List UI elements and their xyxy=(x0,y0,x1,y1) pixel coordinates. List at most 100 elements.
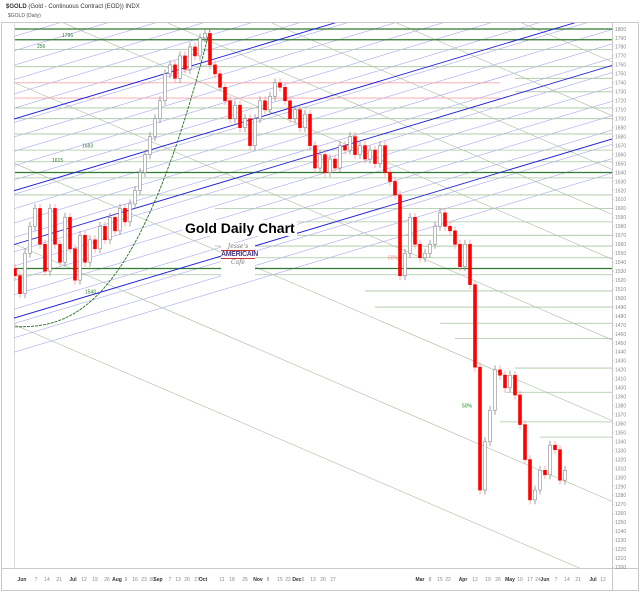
y-tick-label: 1230 xyxy=(615,538,626,544)
channel-line xyxy=(14,23,444,152)
x-tick-label: 15 xyxy=(437,577,443,583)
candle xyxy=(388,172,392,182)
y-tick-label: 1350 xyxy=(615,430,626,436)
candle xyxy=(513,374,517,396)
candle xyxy=(533,489,537,501)
price-axis: 1800 1790 1780 1770 1760 1750 1740 1730 1720 1710… xyxy=(612,27,626,571)
candle xyxy=(323,154,327,173)
y-tick-label: 1250 xyxy=(615,520,626,526)
x-tick-label: 6 xyxy=(302,577,305,583)
x-tick-label: 21 xyxy=(575,577,581,583)
candle xyxy=(43,243,47,272)
channel-line xyxy=(14,144,612,324)
y-tick-label: 1430 xyxy=(615,359,626,365)
y-tick-label: 1660 xyxy=(615,152,626,158)
candle xyxy=(58,243,62,263)
symbol-description: (Gold - Continuous Contract (EOD)) INDX xyxy=(28,4,140,10)
candle xyxy=(423,252,427,259)
candle xyxy=(483,441,487,491)
x-tick-label: 9 xyxy=(125,577,128,583)
candle xyxy=(163,73,167,102)
candle xyxy=(303,113,307,128)
candle xyxy=(338,145,342,169)
candle xyxy=(448,226,452,232)
channel-line-dark xyxy=(14,23,576,192)
candle xyxy=(413,217,417,245)
channel-line xyxy=(14,23,492,166)
y-tick-label: 1310 xyxy=(615,466,626,472)
y-tick-label: 1800 xyxy=(615,27,626,33)
candle xyxy=(193,46,197,57)
x-tick-label: 15 xyxy=(277,577,283,583)
candles xyxy=(14,29,567,505)
candle xyxy=(343,145,347,151)
channel-line xyxy=(14,23,396,138)
candle xyxy=(208,33,212,66)
x-tick-label: 18 xyxy=(229,577,235,583)
candle xyxy=(308,113,312,146)
x-tick-label: Aug xyxy=(112,577,122,583)
y-tick-label: 1710 xyxy=(615,108,626,114)
fan-line xyxy=(14,243,612,502)
y-tick-label: 1360 xyxy=(615,421,626,427)
x-tick-label: 19 xyxy=(485,577,491,583)
chart-subtitle: $GOLD (Daily) xyxy=(8,13,41,19)
candle xyxy=(53,208,57,245)
fan-line xyxy=(14,324,581,568)
candle xyxy=(358,145,362,155)
logo-line-3: Café xyxy=(231,259,245,266)
x-tick-label: Dec xyxy=(292,577,301,583)
channel-line xyxy=(14,115,612,296)
level-label: 1796 xyxy=(62,33,73,39)
candle xyxy=(383,145,387,173)
x-tick-label: 19 xyxy=(92,577,98,583)
candle xyxy=(83,235,87,263)
candle xyxy=(553,444,557,450)
y-tick-label: 1600 xyxy=(615,206,626,212)
candle xyxy=(38,208,42,245)
candle xyxy=(418,243,422,259)
y-tick-label: 1680 xyxy=(615,134,626,140)
x-tick-label: 24 xyxy=(535,577,541,583)
channel-line xyxy=(14,23,300,109)
candle xyxy=(283,87,287,102)
channel-line-dark xyxy=(14,64,612,246)
candle xyxy=(453,230,457,245)
candle xyxy=(113,217,117,232)
x-tick-label: Jul xyxy=(589,577,597,583)
y-tick-label: 1550 xyxy=(615,251,626,257)
x-tick-label: Oct xyxy=(199,577,208,583)
candle xyxy=(173,64,177,79)
candle xyxy=(478,366,482,491)
candle xyxy=(298,109,302,128)
candle xyxy=(268,95,272,111)
candle xyxy=(123,208,127,223)
candle xyxy=(228,100,232,120)
y-tick-label: 1740 xyxy=(615,81,626,87)
x-tick-label: 21 xyxy=(56,577,62,583)
level-label: 1540 xyxy=(85,290,96,296)
y-tick-label: 1220 xyxy=(615,547,626,553)
x-tick-label: 25 xyxy=(242,577,248,583)
candle xyxy=(233,104,237,120)
candle xyxy=(108,217,112,241)
channel-line xyxy=(14,172,612,353)
y-tick-label: 1650 xyxy=(615,161,626,167)
candle xyxy=(133,190,137,205)
candle xyxy=(138,172,142,191)
x-tick-label: 17 xyxy=(527,577,533,583)
y-tick-label: 1640 xyxy=(615,170,626,176)
candle xyxy=(458,243,462,268)
candle xyxy=(273,82,277,97)
y-tick-label: 1670 xyxy=(615,143,626,149)
candle xyxy=(198,37,202,57)
candle xyxy=(183,55,187,70)
x-tick-label: 23 xyxy=(141,577,147,583)
candle xyxy=(218,73,222,88)
candle xyxy=(153,118,157,137)
y-tick-label: 1790 xyxy=(615,36,626,42)
channel-line-dark xyxy=(14,23,336,120)
y-tick-label: 1380 xyxy=(615,404,626,410)
level-label: 50% xyxy=(462,404,473,410)
x-tick-label: 11 xyxy=(219,577,224,583)
